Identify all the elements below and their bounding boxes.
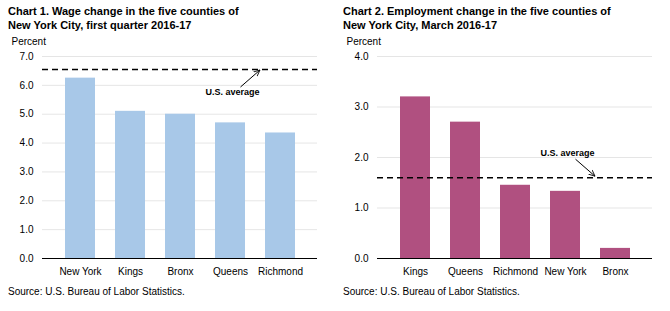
svg-text:U.S. average: U.S. average: [540, 148, 594, 158]
svg-text:U.S. average: U.S. average: [205, 87, 259, 97]
svg-text:Percent: Percent: [12, 36, 47, 47]
svg-text:5.0: 5.0: [20, 108, 34, 119]
svg-text:Kings: Kings: [118, 266, 143, 277]
html-text:Chart 1. Wage change in the fi: Chart 1. Wage change in the five countie…: [8, 5, 239, 31]
svg-text:Richmond: Richmond: [493, 266, 538, 277]
svg-text:Queens: Queens: [448, 266, 483, 277]
svg-text:4.0: 4.0: [20, 137, 34, 148]
html-text:Source: U.S. Bureau of Labor S: Source: U.S. Bureau of Labor Statistics.: [8, 286, 185, 297]
svg-text:New York: New York: [59, 266, 102, 277]
svg-text:6.0: 6.0: [20, 80, 34, 91]
svg-text:Bronx: Bronx: [167, 266, 193, 277]
svg-text:2.0: 2.0: [20, 195, 34, 206]
svg-text:3.0: 3.0: [355, 101, 369, 112]
svg-text:0.0: 0.0: [355, 253, 369, 264]
svg-text:New York: New York: [544, 266, 587, 277]
svg-text:Richmond: Richmond: [258, 266, 303, 277]
html-text:Chart 2. Employment change in: Chart 2. Employment change in the five c…: [343, 5, 611, 31]
svg-text:2.0: 2.0: [355, 152, 369, 163]
svg-text:3.0: 3.0: [20, 166, 34, 177]
svg-text:Bronx: Bronx: [602, 266, 628, 277]
svg-text:Kings: Kings: [403, 266, 428, 277]
svg-text:7.0: 7.0: [20, 51, 34, 62]
html-text:Source: U.S. Bureau of Labor S: Source: U.S. Bureau of Labor Statistics.: [343, 286, 520, 297]
svg-text:1.0: 1.0: [20, 224, 34, 235]
svg-text:Percent: Percent: [347, 36, 382, 47]
svg-text:1.0: 1.0: [355, 202, 369, 213]
svg-text:4.0: 4.0: [355, 51, 369, 62]
svg-text:0.0: 0.0: [20, 253, 34, 264]
svg-text:Queens: Queens: [213, 266, 248, 277]
